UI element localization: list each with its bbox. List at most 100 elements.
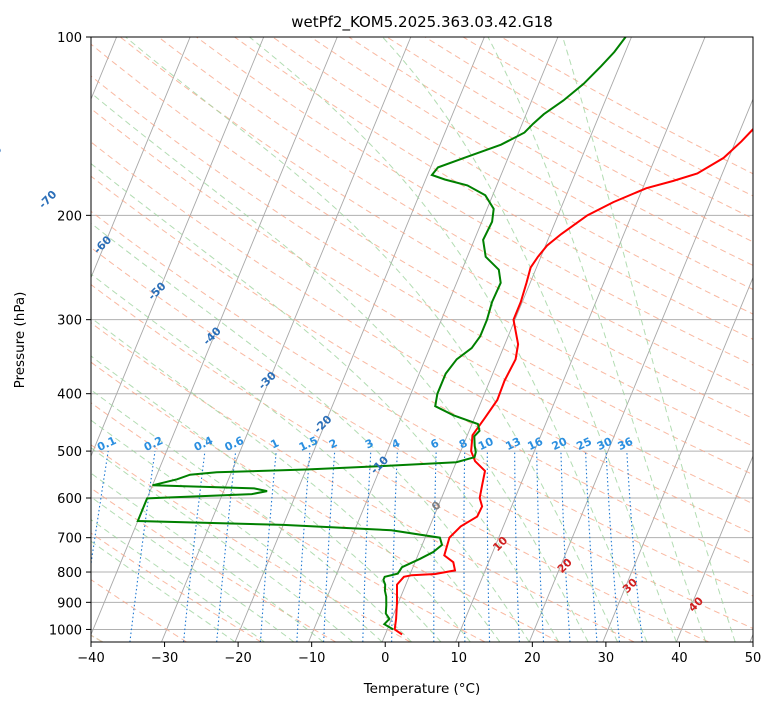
- y-tick-label: 300: [57, 314, 82, 329]
- isotherm-label: -10: [368, 453, 391, 476]
- moist-adiabat-line: [91, 355, 442, 642]
- mixing-ratio-line: [362, 451, 372, 642]
- dry-adiabat-line: [91, 283, 709, 642]
- dry-adiabat-line: [91, 107, 753, 505]
- mixing-ratio-label: 13: [503, 435, 522, 453]
- dry-adiabat-line: [234, 37, 753, 340]
- moist-adiabat-line: [91, 273, 501, 642]
- isotherm-line: [749, 633, 753, 642]
- y-tick-label: 1000: [49, 623, 82, 638]
- dry-adiabat-line: [196, 37, 753, 366]
- isotherm-label: -70: [36, 188, 59, 211]
- moist-adiabat-line: [91, 419, 383, 642]
- x-tick-label: 50: [745, 651, 762, 666]
- isotherm-line: [528, 97, 753, 642]
- moist-adiabat-line: [91, 496, 295, 642]
- y-tick-label: 200: [57, 209, 82, 224]
- dry-adiabat-line: [91, 322, 635, 642]
- dry-adiabat-line: [310, 37, 753, 291]
- isotherm-label: -40: [200, 324, 223, 347]
- dry-adiabat-line: [157, 37, 753, 393]
- mixing-ratio-line: [514, 451, 520, 642]
- y-tick-label: 700: [57, 532, 82, 547]
- mixing-ratio-label: 20: [550, 435, 570, 453]
- y-tick-label: 400: [57, 388, 82, 403]
- mixing-ratio-line: [486, 451, 491, 642]
- x-tick-label: −10: [298, 651, 325, 666]
- isotherm-line: [91, 37, 265, 458]
- isotherm-line: [234, 37, 485, 642]
- mixing-ratio-label: 30: [595, 435, 615, 453]
- axis-ticks: −40 −30 −20 −10 0 10 20 30 40 5010020030040050060…: [49, 31, 761, 666]
- dry-adiabat-line: [91, 361, 560, 642]
- moist-adiabat-line: [249, 37, 648, 642]
- series-group: [136, 37, 753, 636]
- y-axis-label: Pressure (hPa): [12, 292, 28, 389]
- moist-adiabat-line: [125, 37, 618, 642]
- chart-title: wetPf2_KOM5.2025.363.03.42.G18: [291, 13, 553, 32]
- dry-adiabat-line: [91, 487, 337, 642]
- y-tick-label: 800: [57, 566, 82, 581]
- moist-adiabat-line: [382, 37, 677, 642]
- moist-adiabat-line: [91, 317, 471, 642]
- profile-series-line-1: [393, 127, 753, 636]
- profile-series-line-2: [136, 37, 627, 631]
- isotherm-line: [675, 454, 753, 642]
- isotherm-line: [161, 37, 412, 642]
- isotherm-line: [455, 37, 706, 642]
- mixing-ratio-label: 2: [327, 436, 339, 451]
- dry-adiabat-line: [91, 444, 411, 642]
- mixing-ratio-label: 4: [390, 436, 403, 451]
- isotherm-label: -80: [0, 143, 5, 166]
- mixing-ratio-line: [463, 451, 466, 642]
- y-tick-label: 600: [57, 492, 82, 507]
- moist-adiabat-line: [91, 472, 324, 642]
- mixing-ratio-line: [536, 451, 545, 642]
- mixing-ratio-label: 1: [269, 436, 281, 451]
- dry-adiabat-line: [91, 141, 753, 535]
- isotherm-label: -20: [311, 413, 334, 436]
- isotherm-line: [381, 37, 632, 642]
- dry-adiabat-line: [91, 175, 753, 565]
- dry-adiabat-line: [119, 37, 753, 420]
- dry-adiabat-line: [91, 43, 753, 447]
- mixing-ratio-label: 36: [616, 435, 636, 453]
- mixing-ratio-line: [129, 451, 156, 642]
- mixing-ratio-line: [626, 451, 643, 642]
- mixing-ratio-line: [605, 451, 621, 642]
- moist-adiabat-line: [91, 540, 236, 642]
- x-tick-label: 30: [598, 651, 615, 666]
- isotherm-line: [602, 276, 753, 642]
- mixing-ratio-line: [216, 451, 237, 642]
- moist-adiabat-line: [487, 37, 707, 642]
- mixing-ratio-label: 10: [476, 435, 496, 453]
- y-tick-label: 500: [57, 445, 82, 460]
- isotherm-label: -60: [91, 233, 114, 256]
- mixing-ratio-label: 16: [526, 435, 546, 453]
- dry-adiabat-line: [91, 75, 753, 476]
- dry-adiabat-line: [91, 246, 753, 630]
- moist-adiabat-line: [91, 92, 589, 642]
- dry-adiabat-line: [500, 37, 753, 175]
- moist-adiabat-line: [91, 519, 265, 642]
- x-tick-label: −30: [151, 651, 178, 666]
- x-axis-label: Temperature (°C): [363, 681, 481, 697]
- isotherm-line: [91, 37, 191, 279]
- dry-adiabat-line: [462, 37, 753, 197]
- mixing-ratio-line: [183, 451, 206, 642]
- mixing-ratio-line: [323, 451, 336, 642]
- mixing-ratio-label: 3: [363, 436, 375, 451]
- x-tick-label: −40: [77, 651, 104, 666]
- isotherm-label: 0: [429, 498, 444, 513]
- mixing-ratio-label: 25: [574, 435, 593, 453]
- isotherm-line: [91, 37, 338, 636]
- x-tick-label: 20: [524, 651, 541, 666]
- mixing-ratio-line: [585, 451, 598, 642]
- isotherm-label: -30: [256, 369, 279, 392]
- plot-frame: [90, 36, 754, 643]
- isotherm-label: -50: [145, 279, 168, 302]
- background-lines: [91, 37, 753, 642]
- x-tick-label: 10: [451, 651, 468, 666]
- mixing-ratio-line: [433, 451, 437, 642]
- mixing-ratio-line: [259, 451, 277, 642]
